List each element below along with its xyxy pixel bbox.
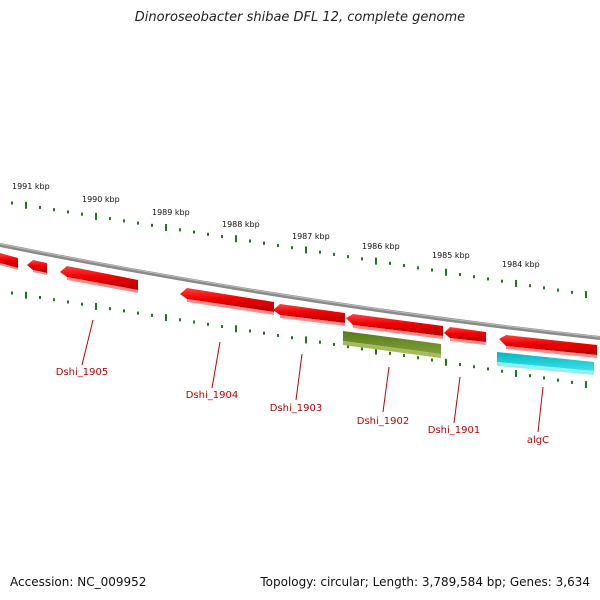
- gene-arrow-dshi-1905[interactable]: [60, 266, 138, 293]
- gene-label-dshi-1902[interactable]: Dshi_1902: [357, 416, 409, 427]
- gene-label-dshi-1903[interactable]: Dshi_1903: [270, 403, 322, 414]
- gene-arrow-small[interactable]: [27, 260, 47, 275]
- lower-scale-ticks: [11, 291, 587, 389]
- scale-label-1991: 1991 kbp: [12, 182, 50, 191]
- leader-line-dshi-1904: [211, 341, 221, 389]
- gene-arrow-dshi-1904[interactable]: [180, 288, 274, 315]
- gene-arrow-dshi-1901[interactable]: [444, 327, 486, 345]
- leader-line-alg-c: [537, 386, 544, 433]
- gene-arrow-dshi-1903[interactable]: [273, 304, 345, 326]
- scale-label-1987: 1987 kbp: [292, 232, 330, 241]
- genome-title: Dinoroseobacter shibae DFL 12, complete …: [134, 10, 466, 25]
- scale-label-1985: 1985 kbp: [432, 251, 470, 260]
- gene-label-alg-c[interactable]: algC: [527, 435, 549, 446]
- gene-arrow-dshi-1902-upper[interactable]: [346, 314, 443, 339]
- leader-line-dshi-1903: [295, 353, 303, 401]
- scale-label-1990: 1990 kbp: [82, 195, 120, 204]
- gene-label-dshi-1901[interactable]: Dshi_1901: [428, 425, 480, 436]
- gene-label-dshi-1904[interactable]: Dshi_1904: [186, 390, 238, 401]
- scale-label-1986: 1986 kbp: [362, 242, 400, 251]
- accession-text: Accession: NC_009952: [10, 575, 147, 589]
- leader-line-dshi-1905: [81, 319, 94, 366]
- genome-backbone: [0, 243, 600, 340]
- gene-arrow-alg-c-upper[interactable]: [499, 335, 597, 358]
- gene-arrow-left-edge[interactable]: [0, 253, 18, 270]
- scale-label-1988: 1988 kbp: [222, 220, 260, 229]
- leader-line-dshi-1902: [382, 366, 390, 413]
- upper-scale-ticks: [11, 201, 587, 299]
- scale-label-1989: 1989 kbp: [152, 208, 190, 217]
- gene-arrow-dshi-1902[interactable]: [343, 331, 441, 358]
- gene-label-dshi-1905[interactable]: Dshi_1905: [56, 367, 108, 378]
- gene-arrow-alg-c[interactable]: [497, 352, 594, 375]
- genome-summary-text: Topology: circular; Length: 3,789,584 bp…: [260, 575, 590, 589]
- leader-line-dshi-1901: [453, 376, 461, 424]
- scale-label-1984: 1984 kbp: [502, 260, 540, 269]
- genome-backbone-highlight: [0, 243, 600, 338]
